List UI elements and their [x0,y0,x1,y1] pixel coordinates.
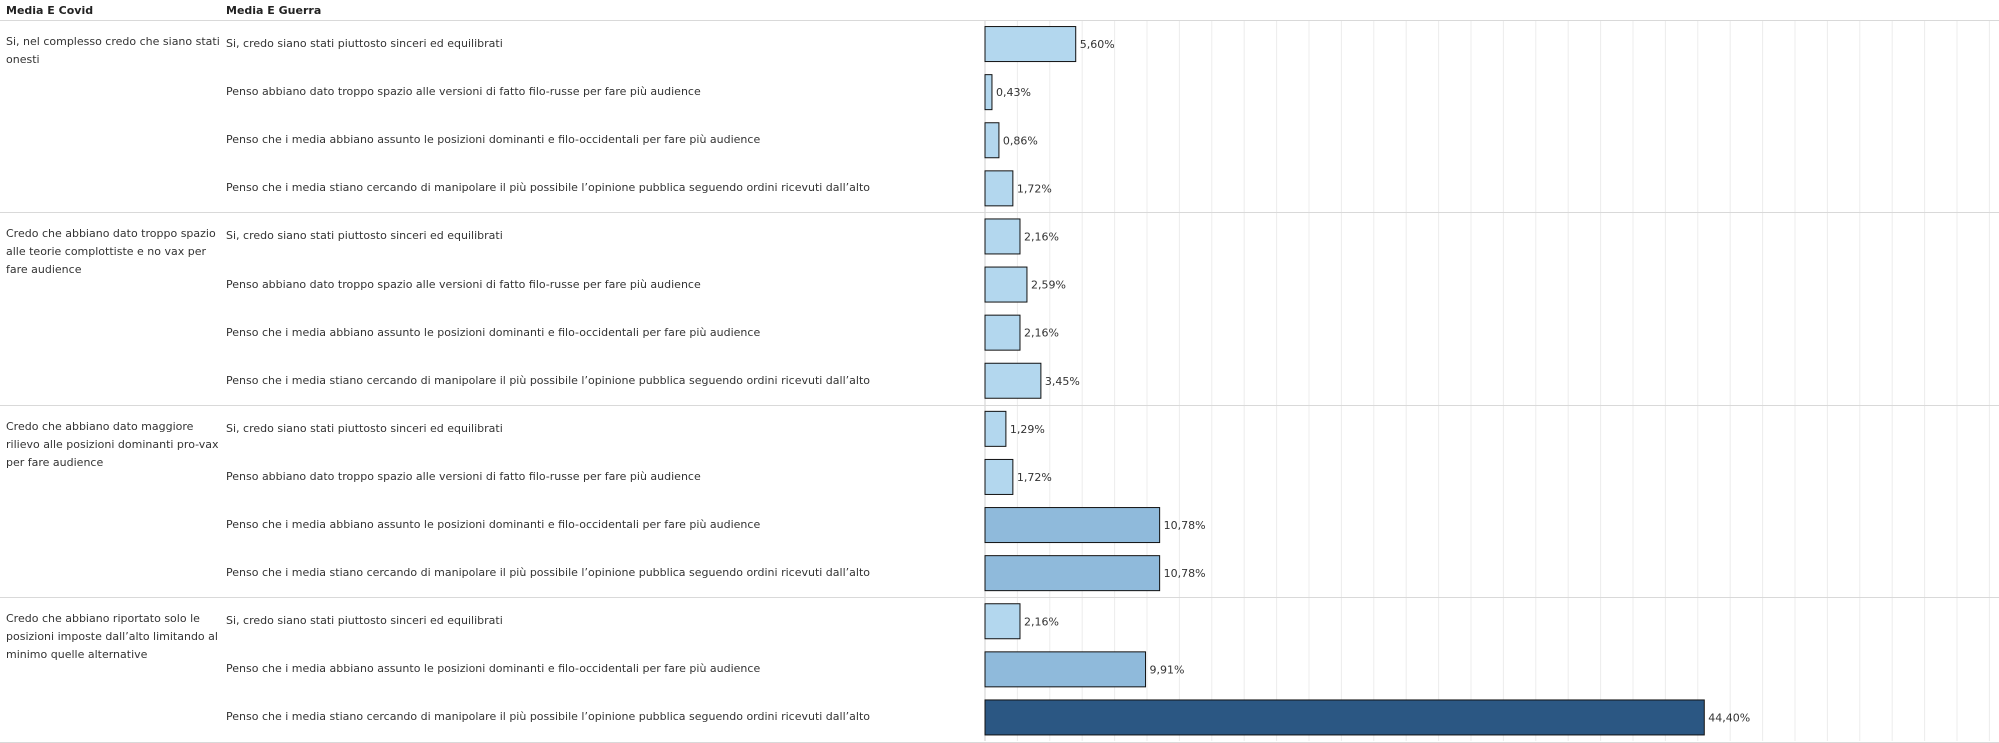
covid-group-label: Credo che abbiano dato maggiore rilievo … [6,419,219,469]
bar [984,410,1007,447]
data-label: 0,43% [996,86,1031,99]
data-label: 3,45% [1045,375,1080,388]
bar [984,74,993,111]
group-divider [0,212,1999,213]
data-label: 2,59% [1031,279,1066,292]
data-label: 1,72% [1017,182,1052,195]
data-label: 44,40% [1708,711,1750,724]
guerra-row-label: Penso abbiano dato troppo spazio alle ve… [226,85,701,99]
data-label: 2,16% [1024,615,1059,628]
guerra-row-label: Si, credo siano stati piuttosto sinceri … [226,421,503,435]
guerra-row-label: Penso che i media stiano cercando di man… [226,181,870,195]
guerra-row-label: Penso che i media abbiano assunto le pos… [226,662,761,676]
guerra-row-label: Penso che i media abbiano assunto le pos… [226,325,761,339]
bar [984,699,1705,736]
bar [984,458,1014,495]
covid-group-label: Credo che abbiano dato troppo spazio all… [6,227,216,277]
bar [984,555,1161,592]
guerra-row-label: Si, credo siano stati piuttosto sinceri … [226,37,503,51]
bar [984,603,1021,640]
bar [984,218,1021,255]
bar [984,26,1077,63]
data-label: 1,29% [1010,423,1045,436]
covid-group-label: Credo che abbiano riportato solo le posi… [6,612,218,662]
data-label: 2,16% [1024,327,1059,340]
group-divider [0,405,1999,406]
header-media-covid: Media E Covid [6,4,94,17]
data-label: 10,78% [1164,567,1206,580]
data-label: 9,91% [1150,663,1185,676]
bar [984,266,1028,303]
guerra-row-label: Penso che i media abbiano assunto le pos… [226,133,761,147]
bar [984,170,1014,207]
guerra-row-label: Si, credo siano stati piuttosto sinceri … [226,229,503,243]
guerra-row-label: Penso che i media stiano cercando di man… [226,710,870,724]
guerra-row-label: Penso che i media stiano cercando di man… [226,566,870,580]
data-label: 0,86% [1003,134,1038,147]
guerra-row-label: Penso che i media stiano cercando di man… [226,373,870,387]
group-divider [0,20,1999,21]
gridlines [1016,20,1990,741]
group-divider [0,597,1999,598]
guerra-row-label: Si, credo siano stati piuttosto sinceri … [226,614,503,628]
guerra-row-label: Penso abbiano dato troppo spazio alle ve… [226,277,701,291]
data-label: 2,16% [1024,230,1059,243]
data-label: 10,78% [1164,519,1206,532]
header-media-guerra: Media E Guerra [226,4,322,17]
bar [984,651,1147,688]
guerra-row-label: Penso abbiano dato troppo spazio alle ve… [226,469,701,483]
covid-group-label: Si, nel complesso credo che siano stati … [6,35,220,66]
guerra-row-label: Penso che i media abbiano assunto le pos… [226,518,761,532]
data-label: 1,72% [1017,471,1052,484]
bar [984,507,1161,544]
bar [984,362,1042,399]
bar [984,314,1021,351]
bar [984,122,1000,159]
data-label: 5,60% [1080,38,1115,51]
